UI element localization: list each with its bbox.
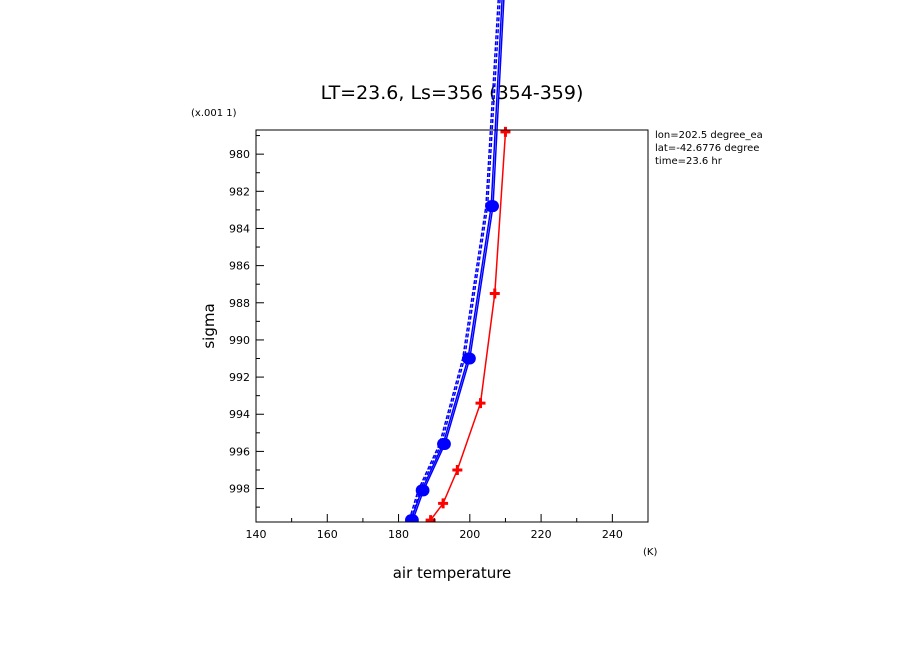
- x-axis-label: air temperature: [393, 564, 512, 582]
- y-scale-label: (x.001 1): [191, 108, 237, 119]
- x-tick-label: 200: [459, 528, 480, 541]
- series-line: [410, 0, 503, 521]
- series-4: [425, 126, 511, 522]
- y-tick-label: 990: [229, 334, 250, 347]
- series-line: [429, 131, 507, 521]
- info-time: time=23.6 hr: [655, 156, 723, 167]
- info-latitude: lat=-42.6776 degree: [655, 143, 759, 154]
- x-unit-label: (K): [643, 547, 657, 558]
- data-point: [452, 464, 463, 475]
- info-block: lon=202.5 degree_ea lat=-42.6776 degree …: [655, 130, 763, 167]
- y-tick-label: 980: [229, 148, 250, 161]
- y-tick-label: 998: [229, 483, 250, 496]
- y-tick-label: 984: [229, 222, 250, 235]
- y-tick-label: 982: [229, 185, 250, 198]
- y-tick-label: 986: [229, 260, 250, 273]
- x-tick-label: 140: [246, 528, 267, 541]
- series-line: [412, 0, 505, 521]
- x-ticks: 140 160 180 200 220 240: [246, 514, 623, 541]
- plot-frame: [255, 129, 649, 523]
- info-longitude: lon=202.5 degree_ea: [655, 130, 763, 141]
- data-point: [475, 398, 486, 409]
- x-tick-label: 240: [602, 528, 623, 541]
- series-layer: [405, 0, 511, 522]
- series-line: [408, 0, 499, 521]
- data-point: [406, 514, 419, 522]
- series-line: [410, 0, 501, 521]
- y-ticks: 980 982 984 986 988 990 992 994 996 998: [229, 135, 264, 508]
- series-1: [406, 0, 505, 522]
- y-axis-label: sigma: [200, 303, 218, 348]
- y-tick-label: 996: [229, 445, 250, 458]
- y-tick-label: 992: [229, 371, 250, 384]
- x-tick-label: 160: [317, 528, 338, 541]
- data-point: [486, 200, 499, 213]
- y-tick-label: 988: [229, 297, 250, 310]
- series-2: [408, 0, 499, 521]
- x-tick-label: 180: [388, 528, 409, 541]
- y-tick-label: 994: [229, 408, 250, 421]
- data-point: [500, 126, 511, 137]
- x-tick-label: 220: [531, 528, 552, 541]
- data-point: [489, 288, 500, 299]
- chart-title: LT=23.6, Ls=356 (354-359): [321, 82, 584, 104]
- data-point: [438, 498, 449, 509]
- series-3: [410, 0, 501, 521]
- series-0: [405, 0, 503, 522]
- data-point: [463, 352, 476, 365]
